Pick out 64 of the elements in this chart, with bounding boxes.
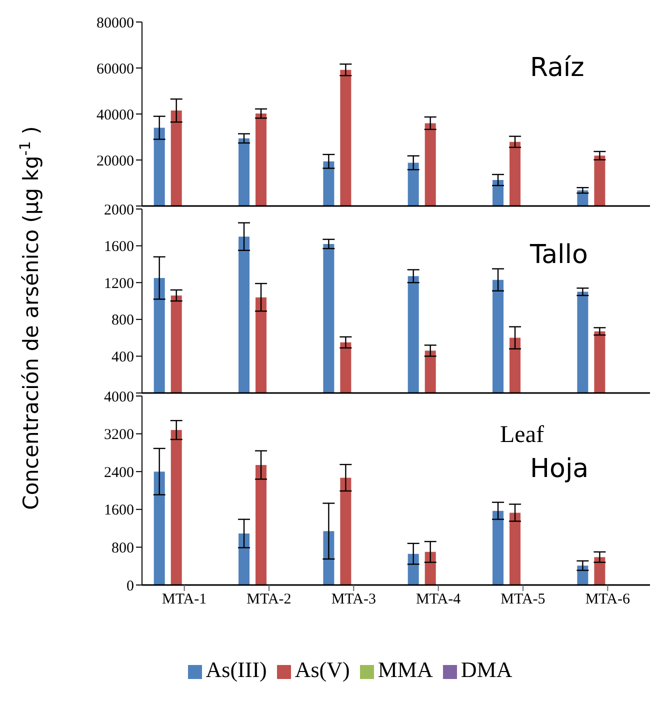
y-tick-label: 4000 bbox=[104, 389, 134, 406]
y-tick-label: 80000 bbox=[96, 15, 134, 32]
y-tick-label: 40000 bbox=[96, 107, 134, 124]
bar bbox=[510, 512, 521, 585]
bar bbox=[238, 138, 250, 206]
legend-label: DMA bbox=[460, 657, 512, 682]
bar bbox=[594, 557, 606, 585]
bar bbox=[340, 478, 352, 585]
bar bbox=[510, 338, 521, 393]
bar bbox=[154, 128, 165, 206]
bar bbox=[408, 162, 419, 206]
text: Tallo bbox=[530, 240, 588, 270]
bar bbox=[170, 430, 182, 585]
text: Hoja bbox=[530, 454, 589, 484]
bar bbox=[170, 110, 182, 206]
bar bbox=[256, 464, 267, 585]
bar bbox=[492, 180, 504, 206]
y-tick-label: 0 bbox=[126, 578, 134, 594]
bar bbox=[577, 566, 588, 585]
bar bbox=[594, 156, 606, 206]
y-tick-label: 400 bbox=[112, 350, 134, 366]
bar bbox=[340, 70, 352, 206]
bar bbox=[256, 114, 267, 206]
x-tick-label: MTA-3 bbox=[331, 592, 376, 608]
y-tick-label: 800 bbox=[112, 540, 134, 557]
legend-label: As(III) bbox=[206, 657, 267, 682]
bar bbox=[424, 552, 436, 585]
legend-label: As(V) bbox=[294, 657, 350, 682]
x-tick-label: MTA-2 bbox=[246, 592, 292, 608]
bar bbox=[340, 342, 352, 393]
bar bbox=[408, 554, 419, 585]
bar bbox=[424, 123, 436, 206]
bar bbox=[170, 295, 182, 393]
y-tick-label: 2400 bbox=[104, 464, 134, 481]
bar bbox=[238, 533, 250, 585]
bar bbox=[492, 510, 504, 585]
bar bbox=[323, 531, 334, 585]
bar bbox=[256, 297, 267, 393]
bar bbox=[510, 142, 521, 206]
y-tick-label: 800 bbox=[112, 312, 134, 329]
bar bbox=[154, 278, 165, 393]
legend-label: MMA bbox=[378, 657, 433, 682]
y-tick-label: 1200 bbox=[104, 276, 134, 292]
y-tick-label: 20000 bbox=[96, 153, 134, 170]
y-tick-label: 60000 bbox=[96, 61, 134, 78]
bar bbox=[323, 161, 334, 206]
bar bbox=[577, 292, 588, 393]
bar bbox=[594, 331, 606, 393]
bar bbox=[238, 236, 250, 393]
y-tick-label: 1600 bbox=[104, 502, 134, 519]
bar bbox=[492, 280, 504, 393]
x-tick-label: MTA-6 bbox=[585, 592, 630, 608]
bar bbox=[323, 244, 334, 393]
y-tick-label: 2000 bbox=[104, 202, 134, 218]
x-tick-label: MTA-4 bbox=[416, 592, 462, 608]
annotation: Leaf bbox=[500, 422, 544, 449]
x-tick-label: MTA-1 bbox=[162, 592, 207, 608]
bar bbox=[408, 276, 419, 393]
x-tick-label: MTA-5 bbox=[500, 592, 546, 608]
bar bbox=[424, 350, 436, 393]
y-tick-label: 1600 bbox=[104, 239, 134, 256]
text: Raíz bbox=[530, 53, 584, 83]
bar bbox=[154, 472, 165, 585]
y-tick-label: 3200 bbox=[104, 427, 134, 444]
